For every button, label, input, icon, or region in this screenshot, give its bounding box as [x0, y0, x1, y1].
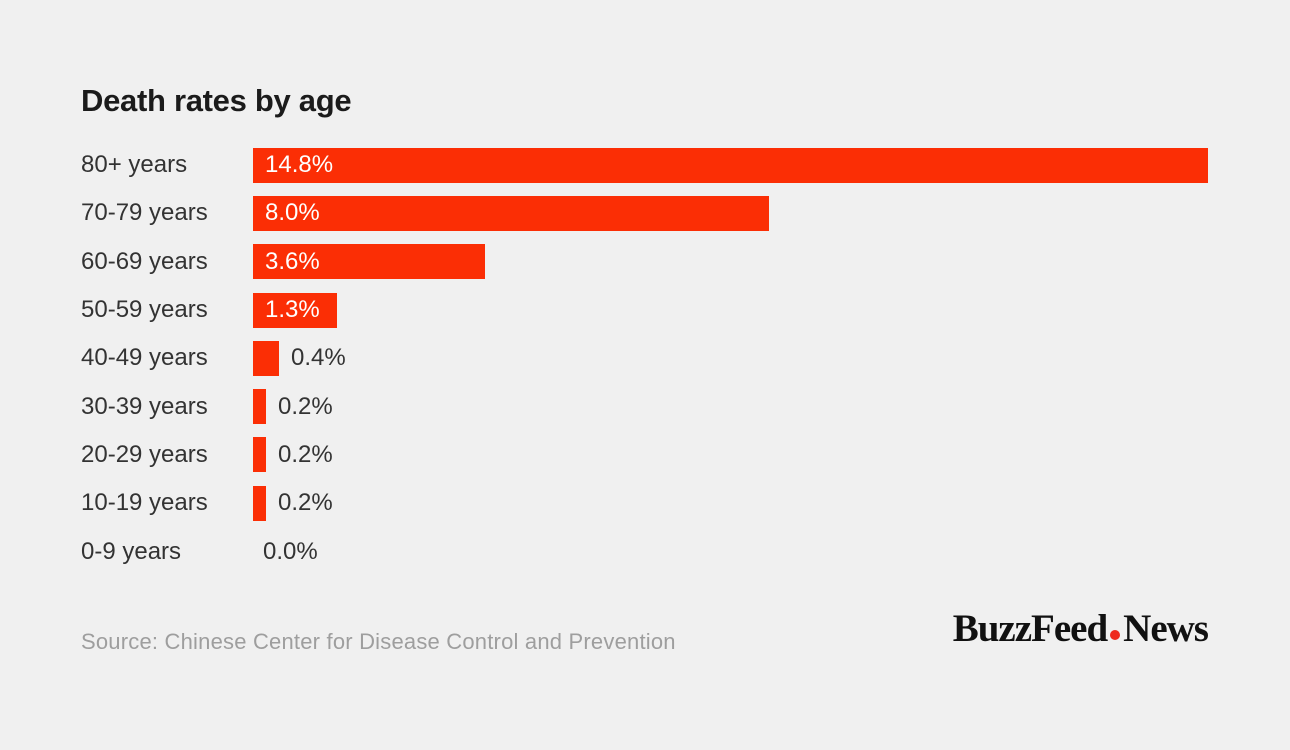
category-label: 40-49 years [81, 344, 208, 372]
category-label: 70-79 years [81, 199, 208, 227]
chart-row: 80+ years 14.8% [81, 141, 1241, 189]
bar-track: 0.2% [253, 437, 333, 473]
chart-row: 30-39 years 0.2% [81, 382, 1241, 430]
logo-news-text: News [1123, 607, 1209, 650]
chart-row: 40-49 years 0.4% [81, 334, 1241, 382]
logo-dot-icon [1110, 630, 1121, 640]
bar [253, 340, 279, 376]
value-label: 0.2% [278, 489, 333, 517]
value-label: 0.2% [278, 392, 333, 420]
bar: 3.6% [253, 244, 485, 280]
chart-row: 60-69 years 3.6% [81, 238, 1241, 286]
bar-track: 14.8% [253, 147, 1208, 183]
value-label: 14.8% [265, 151, 334, 179]
category-label: 80+ years [81, 151, 188, 179]
value-label: 8.0% [265, 199, 320, 227]
chart-row: 70-79 years 8.0% [81, 189, 1241, 237]
chart-row: 0-9 years 0.0% [81, 527, 1241, 575]
category-label: 0-9 years [81, 537, 182, 565]
bar-track: 0.2% [253, 389, 333, 425]
bar-track: 0.4% [253, 340, 346, 376]
bar-track: 0.2% [253, 485, 333, 521]
value-label: 3.6% [265, 247, 320, 275]
category-label: 20-29 years [81, 440, 208, 468]
bar-track: 0.0% [253, 534, 318, 569]
chart-rows: 80+ years 14.8% 70-79 years 8.0% 60-69 years… [81, 141, 1241, 576]
chart-row: 50-59 years 1.3% [81, 286, 1241, 334]
bar-track: 3.6% [253, 244, 485, 280]
bar-track: 8.0% [253, 195, 769, 231]
category-label: 50-59 years [81, 296, 208, 324]
value-label: 0.2% [278, 440, 333, 468]
category-label: 30-39 years [81, 392, 208, 420]
chart-row: 20-29 years 0.2% [81, 431, 1241, 479]
value-label: 0.4% [291, 344, 346, 372]
bar: 14.8% [253, 147, 1208, 183]
bar: 8.0% [253, 195, 769, 231]
source-note: Source: Chinese Center for Disease Contr… [81, 629, 676, 654]
logo-buzzfeed-text: BuzzFeed [952, 607, 1108, 650]
chart-row: 10-19 years 0.2% [81, 479, 1241, 527]
buzzfeed-news-logo: BuzzFeed News [952, 606, 1209, 651]
category-label: 10-19 years [81, 489, 208, 517]
chart-title: Death rates by age [81, 83, 352, 118]
bar [253, 485, 266, 521]
value-label: 1.3% [265, 296, 320, 324]
bar [253, 389, 266, 425]
bar: 1.3% [253, 292, 337, 328]
category-label: 60-69 years [81, 247, 208, 275]
bar [253, 437, 266, 473]
value-label: 0.0% [263, 537, 318, 565]
bar-track: 1.3% [253, 292, 337, 328]
